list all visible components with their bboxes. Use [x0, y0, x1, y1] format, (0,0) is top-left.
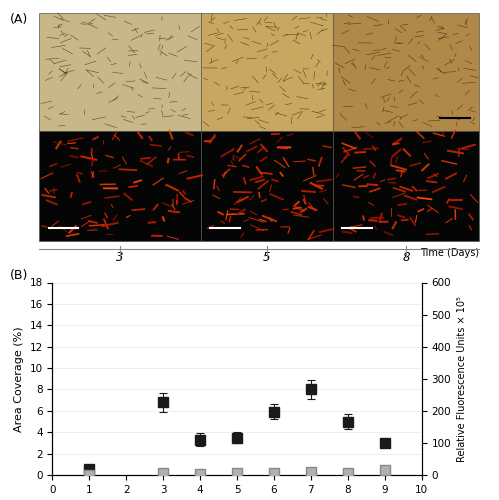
- Bar: [333, 13, 480, 131]
- Text: (A): (A): [10, 13, 28, 26]
- Bar: [201, 13, 333, 131]
- Bar: [201, 131, 333, 241]
- Text: (B): (B): [10, 270, 28, 282]
- Text: 8: 8: [402, 252, 410, 264]
- Text: 3: 3: [116, 252, 124, 264]
- Bar: [39, 13, 201, 131]
- Text: Time (Days): Time (Days): [420, 248, 480, 258]
- Text: 5: 5: [263, 252, 270, 264]
- Bar: [39, 131, 201, 241]
- Y-axis label: Relative Fluorescence Units × 10⁵: Relative Fluorescence Units × 10⁵: [457, 296, 467, 462]
- Y-axis label: Area Coverage (%): Area Coverage (%): [14, 326, 24, 432]
- Bar: [333, 131, 480, 241]
